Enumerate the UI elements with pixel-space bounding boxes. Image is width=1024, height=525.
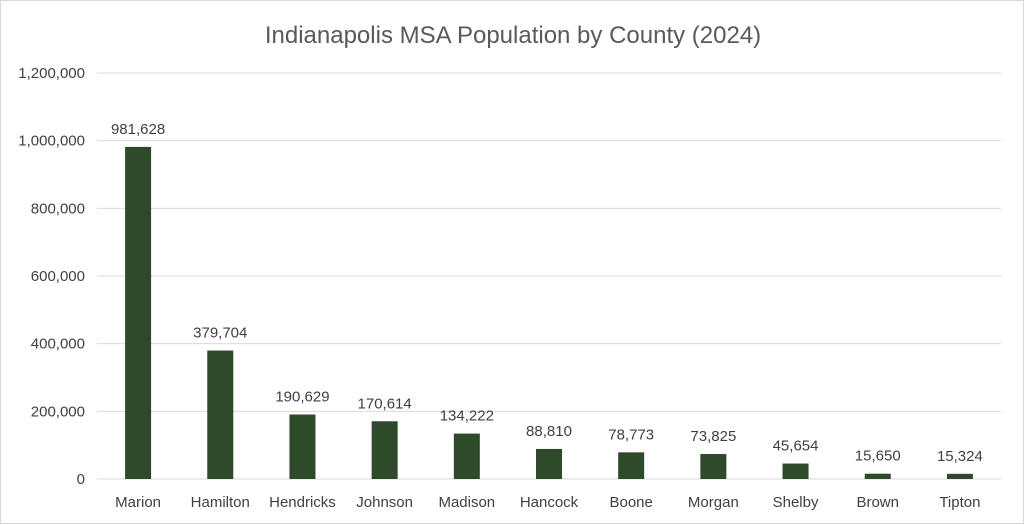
data-label: 134,222: [440, 408, 494, 425]
bar: [289, 414, 316, 479]
bar: [536, 448, 562, 479]
category-label: Marion: [115, 494, 161, 511]
data-label: 15,650: [855, 448, 901, 465]
bar: [946, 473, 973, 479]
data-label: 379,704: [193, 325, 247, 342]
bar: [125, 146, 152, 480]
bar: [371, 421, 398, 479]
bar: [618, 452, 645, 479]
data-label: 15,324: [937, 448, 983, 465]
gridlines: [97, 72, 1001, 480]
category-label: Hamilton: [191, 494, 250, 511]
category-label: Boone: [609, 494, 652, 511]
bar: [864, 473, 891, 479]
data-labels: 981,628 379,704 190,629 170,614 134,222 88,81…: [111, 121, 983, 465]
y-tick-label: 1,200,000: [18, 65, 85, 82]
data-label: 45,654: [773, 438, 819, 455]
bar: [453, 433, 480, 479]
category-label: Tipton: [939, 494, 980, 511]
y-tick-label: 400,000: [31, 336, 85, 353]
category-label: Brown: [856, 494, 899, 511]
category-label: Hendricks: [269, 494, 336, 511]
x-axis-category-labels: Marion Hamilton Hendricks Johnson Madison Han…: [115, 494, 980, 511]
data-label: 981,628: [111, 121, 165, 138]
data-label: 78,773: [608, 426, 654, 443]
bar: [700, 454, 727, 479]
chart-title: Indianapolis MSA Population by County (2…: [265, 22, 761, 49]
bar: [782, 463, 809, 479]
data-label: 73,825: [690, 428, 736, 445]
y-tick-label: 1,000,000: [18, 133, 85, 150]
data-label: 88,810: [526, 423, 572, 440]
y-tick-label: 0: [77, 471, 85, 488]
category-label: Shelby: [773, 494, 819, 511]
category-label: Morgan: [688, 494, 739, 511]
category-label: Hancock: [520, 494, 579, 511]
data-label: 190,629: [275, 389, 329, 406]
bar: [207, 350, 234, 479]
bars: [125, 146, 973, 480]
y-tick-label: 800,000: [31, 200, 85, 217]
y-tick-label: 200,000: [31, 403, 85, 420]
category-label: Johnson: [356, 494, 413, 511]
data-label: 170,614: [358, 395, 412, 412]
category-label: Madison: [438, 494, 495, 511]
y-tick-label: 600,000: [31, 268, 85, 285]
y-axis-tick-labels: 0 200,000 400,000 600,000 800,000 1,000,000 1,…: [18, 65, 85, 488]
